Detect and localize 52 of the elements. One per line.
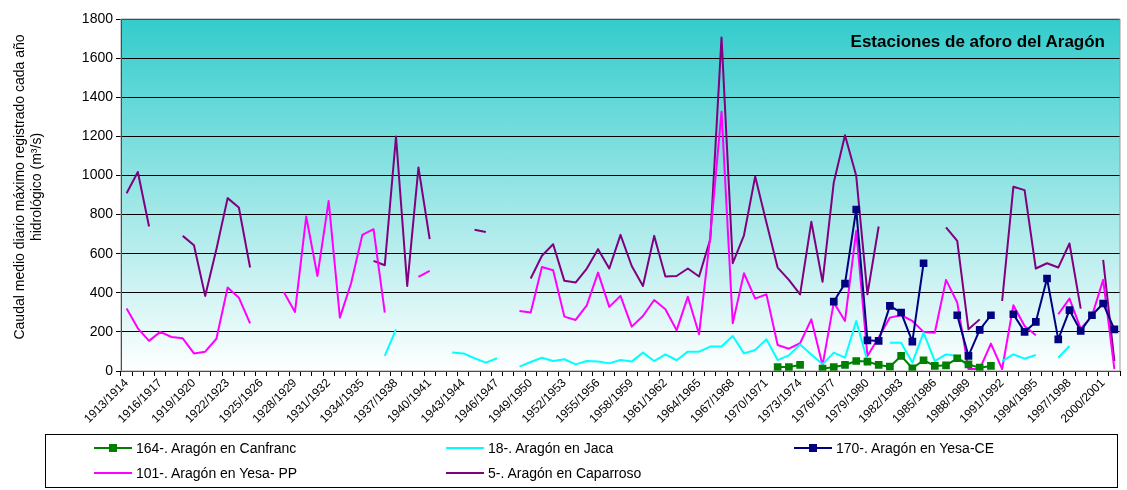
point (1088, 311, 1096, 320)
point (930, 362, 939, 370)
point (1054, 335, 1063, 344)
point (1099, 299, 1107, 308)
point (987, 311, 995, 320)
point (852, 357, 861, 365)
point (975, 363, 984, 371)
point (919, 356, 928, 365)
y-tick-label: 1600 (81, 48, 114, 65)
point (953, 311, 962, 320)
point (987, 362, 995, 370)
point (975, 326, 984, 334)
point (897, 308, 905, 317)
point (942, 361, 950, 370)
point (886, 362, 894, 371)
point (874, 337, 883, 345)
point (829, 363, 838, 371)
point (785, 363, 793, 371)
point (863, 336, 872, 345)
y-tick-label: 1200 (81, 127, 114, 144)
point (1076, 327, 1085, 335)
y-tick-label: 1400 (81, 88, 114, 105)
point (829, 297, 838, 306)
point (874, 361, 883, 369)
legend-label: 164-. Aragón en Canfranc (136, 440, 297, 456)
y-tick-label: 600 (89, 244, 114, 261)
y-tick-label: 0 (105, 361, 114, 378)
legend-label: 5-. Aragón en Caparroso (488, 465, 642, 481)
y-tick-label: 400 (89, 283, 114, 300)
point (1009, 310, 1018, 319)
point (1031, 318, 1040, 326)
point (953, 354, 962, 363)
legend-label: 101-. Aragón en Yesa- PP (136, 465, 298, 481)
legend-label: 18-. Aragón en Jaca (488, 440, 614, 456)
legend-label: 170-. Aragón en Yesa-CE (836, 440, 995, 456)
y-axis-title: Caudal medio diario máximo registrado cada año hidrológico (m³/s) (11, 33, 45, 342)
y-tick-label: 1800 (81, 9, 114, 26)
point (1020, 328, 1029, 336)
y-tick-label: 800 (89, 205, 114, 222)
point (1065, 306, 1074, 315)
point (841, 279, 849, 288)
text: Estaciones de aforo del Aragón (850, 32, 1105, 52)
point (796, 361, 804, 369)
y-tick-label: 200 (89, 322, 114, 339)
point (964, 352, 973, 360)
point (1043, 274, 1051, 283)
point (841, 361, 849, 369)
point (897, 352, 905, 360)
point (919, 259, 928, 268)
y-tick-label: 1000 (81, 166, 114, 183)
point (852, 205, 861, 214)
point (886, 302, 894, 310)
